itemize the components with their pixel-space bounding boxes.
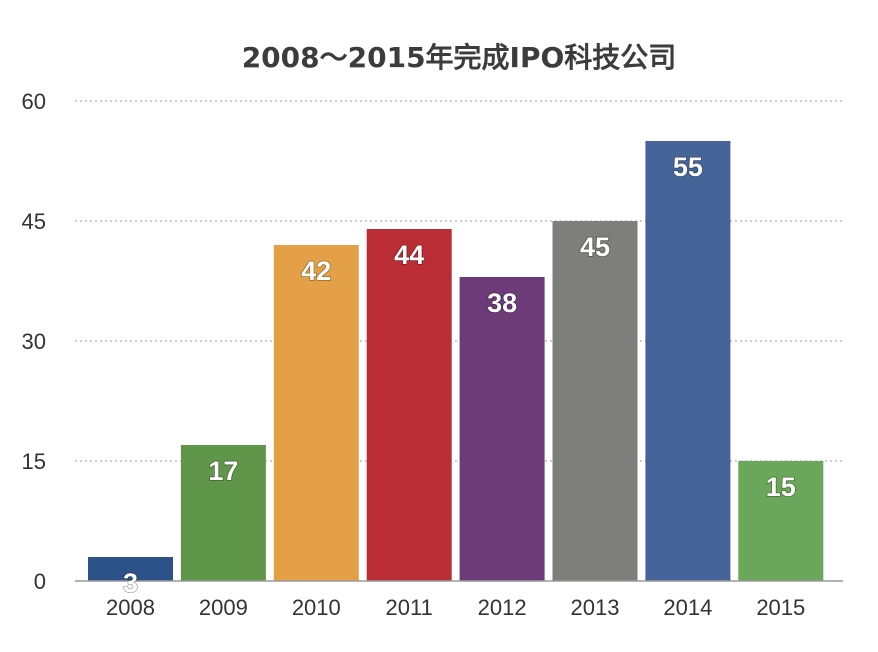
x-tick-label: 2009 — [199, 595, 248, 620]
x-tick-label: 2015 — [756, 595, 805, 620]
data-label: 55 — [673, 152, 703, 182]
y-tick-label: 30 — [22, 329, 46, 354]
y-tick-label: 0 — [34, 569, 46, 594]
x-tick-label: 2013 — [571, 595, 620, 620]
y-tick-label: 15 — [22, 449, 46, 474]
data-label: 17 — [208, 456, 238, 486]
data-label: 3 — [123, 568, 138, 598]
y-tick-label: 45 — [22, 209, 46, 234]
y-tick-label: 60 — [22, 89, 46, 114]
bar — [273, 245, 359, 581]
data-label: 38 — [487, 288, 517, 318]
x-tick-label: 2012 — [478, 595, 527, 620]
x-tick-label: 2011 — [386, 595, 433, 620]
bar — [645, 141, 731, 581]
data-label: 42 — [301, 256, 331, 286]
bar — [180, 445, 266, 581]
bar — [459, 277, 545, 581]
bar — [88, 557, 173, 581]
bar — [552, 221, 638, 581]
data-label: 44 — [394, 240, 424, 270]
x-tick-label: 2014 — [663, 595, 712, 620]
bar — [366, 229, 452, 581]
x-tick-label: 2008 — [106, 595, 155, 620]
x-tick-label: 2010 — [292, 595, 341, 620]
bar — [738, 461, 824, 581]
data-label: 15 — [766, 472, 796, 502]
data-label: 45 — [580, 232, 610, 262]
chart-title: 2008～2015年完成IPO科技公司 — [241, 41, 677, 74]
